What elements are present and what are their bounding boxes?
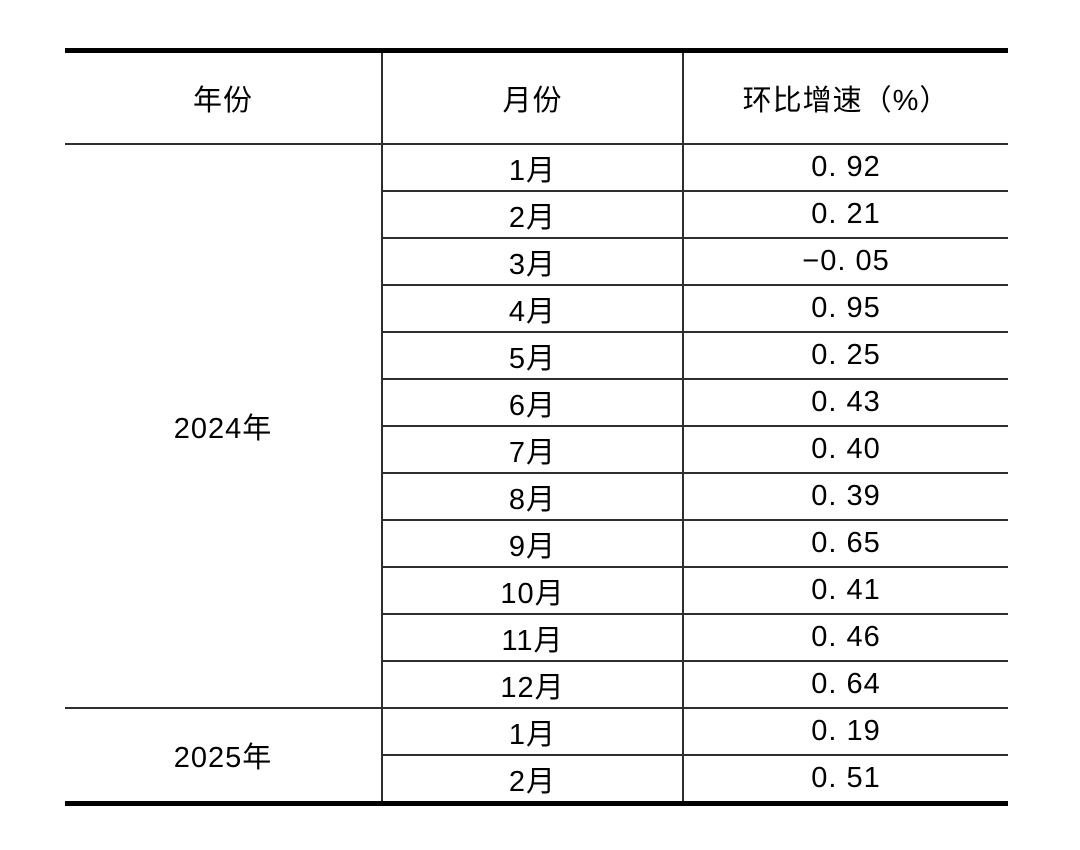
year-cell-2024: 2024年	[65, 144, 382, 709]
table-row: 2月 0. 51	[65, 755, 1008, 805]
table-row: 6月 0. 43	[65, 379, 1008, 427]
month-cell: 2月	[381, 755, 683, 805]
year-cell-2025: 2025年	[173, 742, 273, 774]
table-row: 3月 −0. 05	[65, 238, 1008, 286]
table-row: 7月 0. 40	[65, 426, 1008, 474]
month-cell: 3月	[381, 238, 683, 286]
table-row: 5月 0. 25	[65, 332, 1008, 380]
month-cell: 1月	[381, 708, 683, 756]
table-row: 4月 0. 95	[65, 285, 1008, 333]
value-cell: 0. 25	[682, 332, 1008, 380]
table-body: 2024年 1月 0. 92 2月 0. 21 3月 −0. 05 4月 0. …	[65, 144, 1008, 805]
month-cell: 8月	[381, 473, 683, 521]
value-cell: 0. 95	[682, 285, 1008, 333]
month-cell: 9月	[381, 520, 683, 568]
table-row: 2月 0. 21	[65, 191, 1008, 239]
month-cell: 7月	[381, 426, 683, 474]
value-cell: −0. 05	[682, 238, 1008, 286]
month-cell: 11月	[381, 614, 683, 662]
header-row: 年份 月份 环比增速（%）	[65, 50, 1008, 145]
month-cell: 5月	[381, 332, 683, 380]
table-row: 11月 0. 46	[65, 614, 1008, 662]
value-cell: 0. 40	[682, 426, 1008, 474]
table-row: 2024年 1月 0. 92	[65, 144, 1008, 709]
table-header: 年份 月份 环比增速（%）	[65, 50, 1008, 145]
value-cell: 0. 65	[682, 520, 1008, 568]
table-row: 9月 0. 65	[65, 520, 1008, 568]
col-header-month: 月份	[381, 50, 683, 145]
value-cell: 0. 41	[682, 567, 1008, 615]
growth-rate-table: 年份 月份 环比增速（%） 2024年 1月 0. 92 2月 0. 21 3月…	[65, 48, 1008, 806]
value-cell: 0. 43	[682, 379, 1008, 427]
value-cell: 0. 19	[682, 708, 1008, 756]
table-row: 2025年 1月 0. 19	[65, 708, 1008, 774]
table-row: 10月 0. 41	[65, 567, 1008, 615]
table-row: 8月 0. 39	[65, 473, 1008, 521]
month-cell: 10月	[381, 567, 683, 615]
value-cell: 0. 21	[682, 191, 1008, 239]
value-cell: 0. 51	[682, 755, 1008, 805]
value-cell: 0. 46	[682, 614, 1008, 662]
col-header-year: 年份	[65, 50, 382, 145]
month-cell: 1月	[381, 144, 683, 192]
col-header-growth-rate: 环比增速（%）	[682, 50, 1008, 145]
value-cell: 0. 39	[682, 473, 1008, 521]
month-cell: 6月	[381, 379, 683, 427]
month-cell: 2月	[381, 191, 683, 239]
value-cell: 0. 92	[682, 144, 1008, 192]
month-cell: 12月	[381, 661, 683, 709]
table-row: 12月 0. 64	[65, 661, 1008, 709]
month-cell: 4月	[381, 285, 683, 333]
value-cell: 0. 64	[682, 661, 1008, 709]
